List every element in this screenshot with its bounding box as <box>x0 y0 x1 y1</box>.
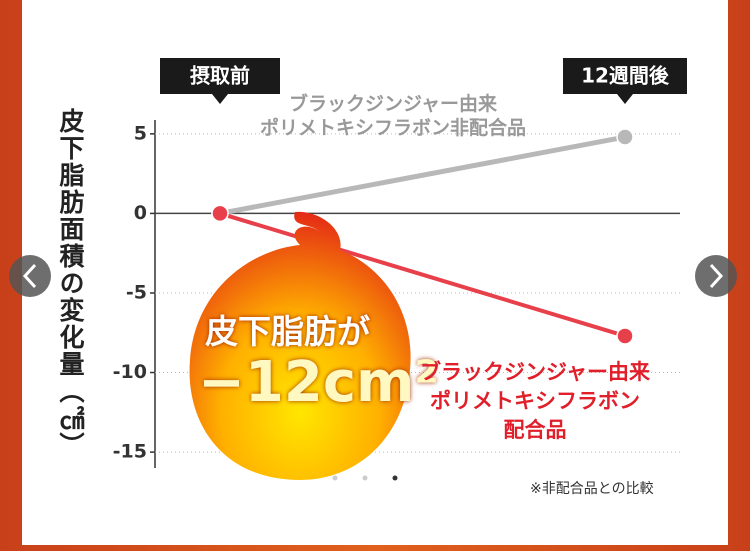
category-label: 12週間後 <box>581 64 670 88</box>
series-line <box>219 134 626 216</box>
badge-text: 皮下脂肪が <box>205 312 370 351</box>
next-button[interactable] <box>695 255 737 297</box>
series-line <box>219 211 626 338</box>
y-tick-label: 5 <box>134 122 147 144</box>
carousel-dot[interactable] <box>332 475 338 481</box>
series-label: ブラックジンジャー由来 ポリメトキシフラボン 配合品 <box>420 360 650 442</box>
data-point <box>211 204 229 223</box>
prev-icon <box>22 263 37 289</box>
y-tick-label: -5 <box>126 281 147 303</box>
y-tick-label: -15 <box>113 441 147 463</box>
y-tick-label: 0 <box>134 202 147 224</box>
category-pointer <box>212 94 228 104</box>
footnote: ※非配合品との比較 <box>530 481 654 497</box>
data-point <box>616 327 634 345</box>
category-box <box>160 58 280 94</box>
series-label: ブラックジンジャー由来 ポリメトキシフラボン非配合品 <box>260 93 527 139</box>
data-point <box>616 128 634 146</box>
carousel-dot[interactable] <box>392 475 398 481</box>
y-tick-label: -10 <box>113 361 147 383</box>
badge-value: −12cm² <box>198 350 439 415</box>
category-label: 摂取前 <box>190 64 250 88</box>
carousel-dot[interactable] <box>362 475 368 481</box>
y-axis-label: 皮下脂肪面積の変化量（㎠） <box>56 108 85 459</box>
category-box <box>563 58 687 94</box>
category-pointer <box>617 94 633 104</box>
badge-flame <box>189 211 411 480</box>
next-icon <box>709 263 724 289</box>
prev-button[interactable] <box>9 255 51 297</box>
